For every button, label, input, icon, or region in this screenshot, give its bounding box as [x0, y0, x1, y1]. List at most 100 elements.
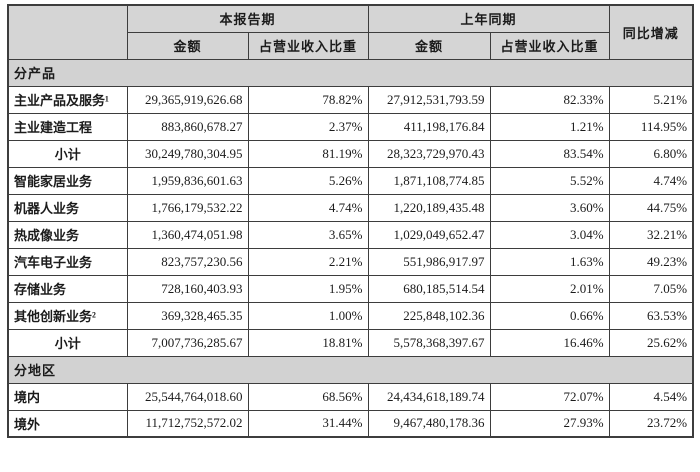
cell-yoy: 32.21%: [608, 220, 694, 249]
cell-pct-current: 4.74%: [247, 193, 369, 222]
cell-pct-prior: 27.93%: [489, 409, 610, 438]
cell-amount-current: 30,249,780,304.95: [126, 139, 249, 168]
cell-amount-current: 823,757,230.56: [126, 247, 249, 276]
cell-label: 智能家居业务: [7, 166, 128, 195]
cell-amount-prior: 9,467,480,178.36: [367, 409, 491, 438]
cell-amount-prior: 1,871,108,774.85: [367, 166, 491, 195]
table-row: 主业产品及服务¹ 29,365,919,626.68 78.82% 27,912…: [7, 85, 694, 114]
cell-pct-current: 5.26%: [247, 166, 369, 195]
table-header: 本报告期 上年同期 同比增减 金额 占营业收入比重 金额 占营业收入比重: [7, 4, 694, 60]
cell-label: 主业建造工程: [7, 112, 128, 141]
cell-label: 境外: [7, 409, 128, 438]
cell-pct-current: 81.19%: [247, 139, 369, 168]
cell-pct-current: 31.44%: [247, 409, 369, 438]
header-row-periods: 本报告期 上年同期 同比增减: [7, 4, 694, 60]
cell-pct-current: 1.95%: [247, 274, 369, 303]
table-row: 存储业务 728,160,403.93 1.95% 680,185,514.54…: [7, 274, 694, 303]
cell-label: 机器人业务: [7, 193, 128, 222]
cell-pct-prior: 0.66%: [489, 301, 610, 330]
cell-pct-prior: 3.60%: [489, 193, 610, 222]
header-current-period: 本报告期: [126, 4, 369, 33]
cell-amount-current: 1,959,836,601.63: [126, 166, 249, 195]
header-prior-period: 上年同期: [367, 4, 610, 33]
cell-amount-current: 369,328,465.35: [126, 301, 249, 330]
cell-yoy: 7.05%: [608, 274, 694, 303]
cell-pct-prior: 3.04%: [489, 220, 610, 249]
section-row-by-region: 分地区: [7, 355, 694, 384]
table-row: 主业建造工程 883,860,678.27 2.37% 411,198,176.…: [7, 112, 694, 141]
cell-yoy: 23.72%: [608, 409, 694, 438]
corner-cell: [7, 4, 128, 60]
section-row-by-product: 分产品: [7, 58, 694, 87]
cell-label: 境内: [7, 382, 128, 411]
table-row: 机器人业务 1,766,179,532.22 4.74% 1,220,189,4…: [7, 193, 694, 222]
cell-pct-current: 1.00%: [247, 301, 369, 330]
cell-amount-current: 7,007,736,285.67: [126, 328, 249, 357]
document-page: 本报告期 上年同期 同比增减 金额 占营业收入比重 金额 占营业收入比重 分产品…: [7, 4, 695, 438]
cell-pct-prior: 1.21%: [489, 112, 610, 141]
section-title-by-product: 分产品: [7, 58, 694, 87]
cell-amount-prior: 225,848,102.36: [367, 301, 491, 330]
table-row-subtotal: 小计 30,249,780,304.95 81.19% 28,323,729,9…: [7, 139, 694, 168]
cell-amount-prior: 24,434,618,189.74: [367, 382, 491, 411]
table-body: 分产品 主业产品及服务¹ 29,365,919,626.68 78.82% 27…: [7, 58, 694, 438]
cell-pct-prior: 16.46%: [489, 328, 610, 357]
table-row: 汽车电子业务 823,757,230.56 2.21% 551,986,917.…: [7, 247, 694, 276]
cell-pct-prior: 2.01%: [489, 274, 610, 303]
cell-label: 汽车电子业务: [7, 247, 128, 276]
cell-pct-current: 68.56%: [247, 382, 369, 411]
cell-amount-current: 29,365,919,626.68: [126, 85, 249, 114]
cell-amount-prior: 1,220,189,435.48: [367, 193, 491, 222]
cell-pct-prior: 83.54%: [489, 139, 610, 168]
cell-yoy: 44.75%: [608, 193, 694, 222]
header-row-measures: 金额 占营业收入比重 金额 占营业收入比重: [8, 31, 693, 60]
header-yoy-change: 同比增减: [608, 4, 694, 60]
cell-label: 主业产品及服务¹: [7, 85, 128, 114]
header-pct-current: 占营业收入比重: [247, 31, 369, 60]
cell-amount-current: 11,712,752,572.02: [126, 409, 249, 438]
table-row: 智能家居业务 1,959,836,601.63 5.26% 1,871,108,…: [7, 166, 694, 195]
cell-yoy: 63.53%: [608, 301, 694, 330]
cell-pct-current: 18.81%: [247, 328, 369, 357]
cell-yoy: 6.80%: [608, 139, 694, 168]
cell-amount-current: 1,766,179,532.22: [126, 193, 249, 222]
cell-pct-prior: 72.07%: [489, 382, 610, 411]
cell-pct-current: 3.65%: [247, 220, 369, 249]
table-row: 境外 11,712,752,572.02 31.44% 9,467,480,17…: [7, 409, 694, 438]
cell-amount-current: 883,860,678.27: [126, 112, 249, 141]
cell-amount-prior: 28,323,729,970.43: [367, 139, 491, 168]
cell-amount-current: 25,544,764,018.60: [126, 382, 249, 411]
cell-label: 其他创新业务²: [7, 301, 128, 330]
cell-amount-prior: 680,185,514.54: [367, 274, 491, 303]
cell-yoy: 49.23%: [608, 247, 694, 276]
cell-yoy: 114.95%: [608, 112, 694, 141]
header-amount-prior: 金额: [367, 31, 491, 60]
cell-yoy: 4.54%: [608, 382, 694, 411]
cell-amount-prior: 551,986,917.97: [367, 247, 491, 276]
cell-yoy: 5.21%: [608, 85, 694, 114]
cell-label: 小计: [7, 139, 128, 168]
cell-amount-prior: 27,912,531,793.59: [367, 85, 491, 114]
revenue-breakdown-table: 本报告期 上年同期 同比增减 金额 占营业收入比重 金额 占营业收入比重 分产品…: [7, 4, 695, 438]
cell-pct-current: 2.21%: [247, 247, 369, 276]
cell-label: 小计: [7, 328, 128, 357]
section-title-by-region: 分地区: [7, 355, 694, 384]
cell-pct-prior: 82.33%: [489, 85, 610, 114]
header-amount-current: 金额: [126, 31, 249, 60]
cell-label: 热成像业务: [7, 220, 128, 249]
cell-amount-current: 1,360,474,051.98: [126, 220, 249, 249]
cell-amount-current: 728,160,403.93: [126, 274, 249, 303]
header-pct-prior: 占营业收入比重: [489, 31, 610, 60]
cell-pct-current: 2.37%: [247, 112, 369, 141]
cell-amount-prior: 5,578,368,397.67: [367, 328, 491, 357]
table-row-subtotal: 小计 7,007,736,285.67 18.81% 5,578,368,397…: [7, 328, 694, 357]
cell-amount-prior: 1,029,049,652.47: [367, 220, 491, 249]
table-row: 热成像业务 1,360,474,051.98 3.65% 1,029,049,6…: [7, 220, 694, 249]
cell-pct-prior: 1.63%: [489, 247, 610, 276]
cell-yoy: 25.62%: [608, 328, 694, 357]
table-row: 境内 25,544,764,018.60 68.56% 24,434,618,1…: [7, 382, 694, 411]
cell-pct-current: 78.82%: [247, 85, 369, 114]
cell-label: 存储业务: [7, 274, 128, 303]
cell-yoy: 4.74%: [608, 166, 694, 195]
table-row: 其他创新业务² 369,328,465.35 1.00% 225,848,102…: [7, 301, 694, 330]
